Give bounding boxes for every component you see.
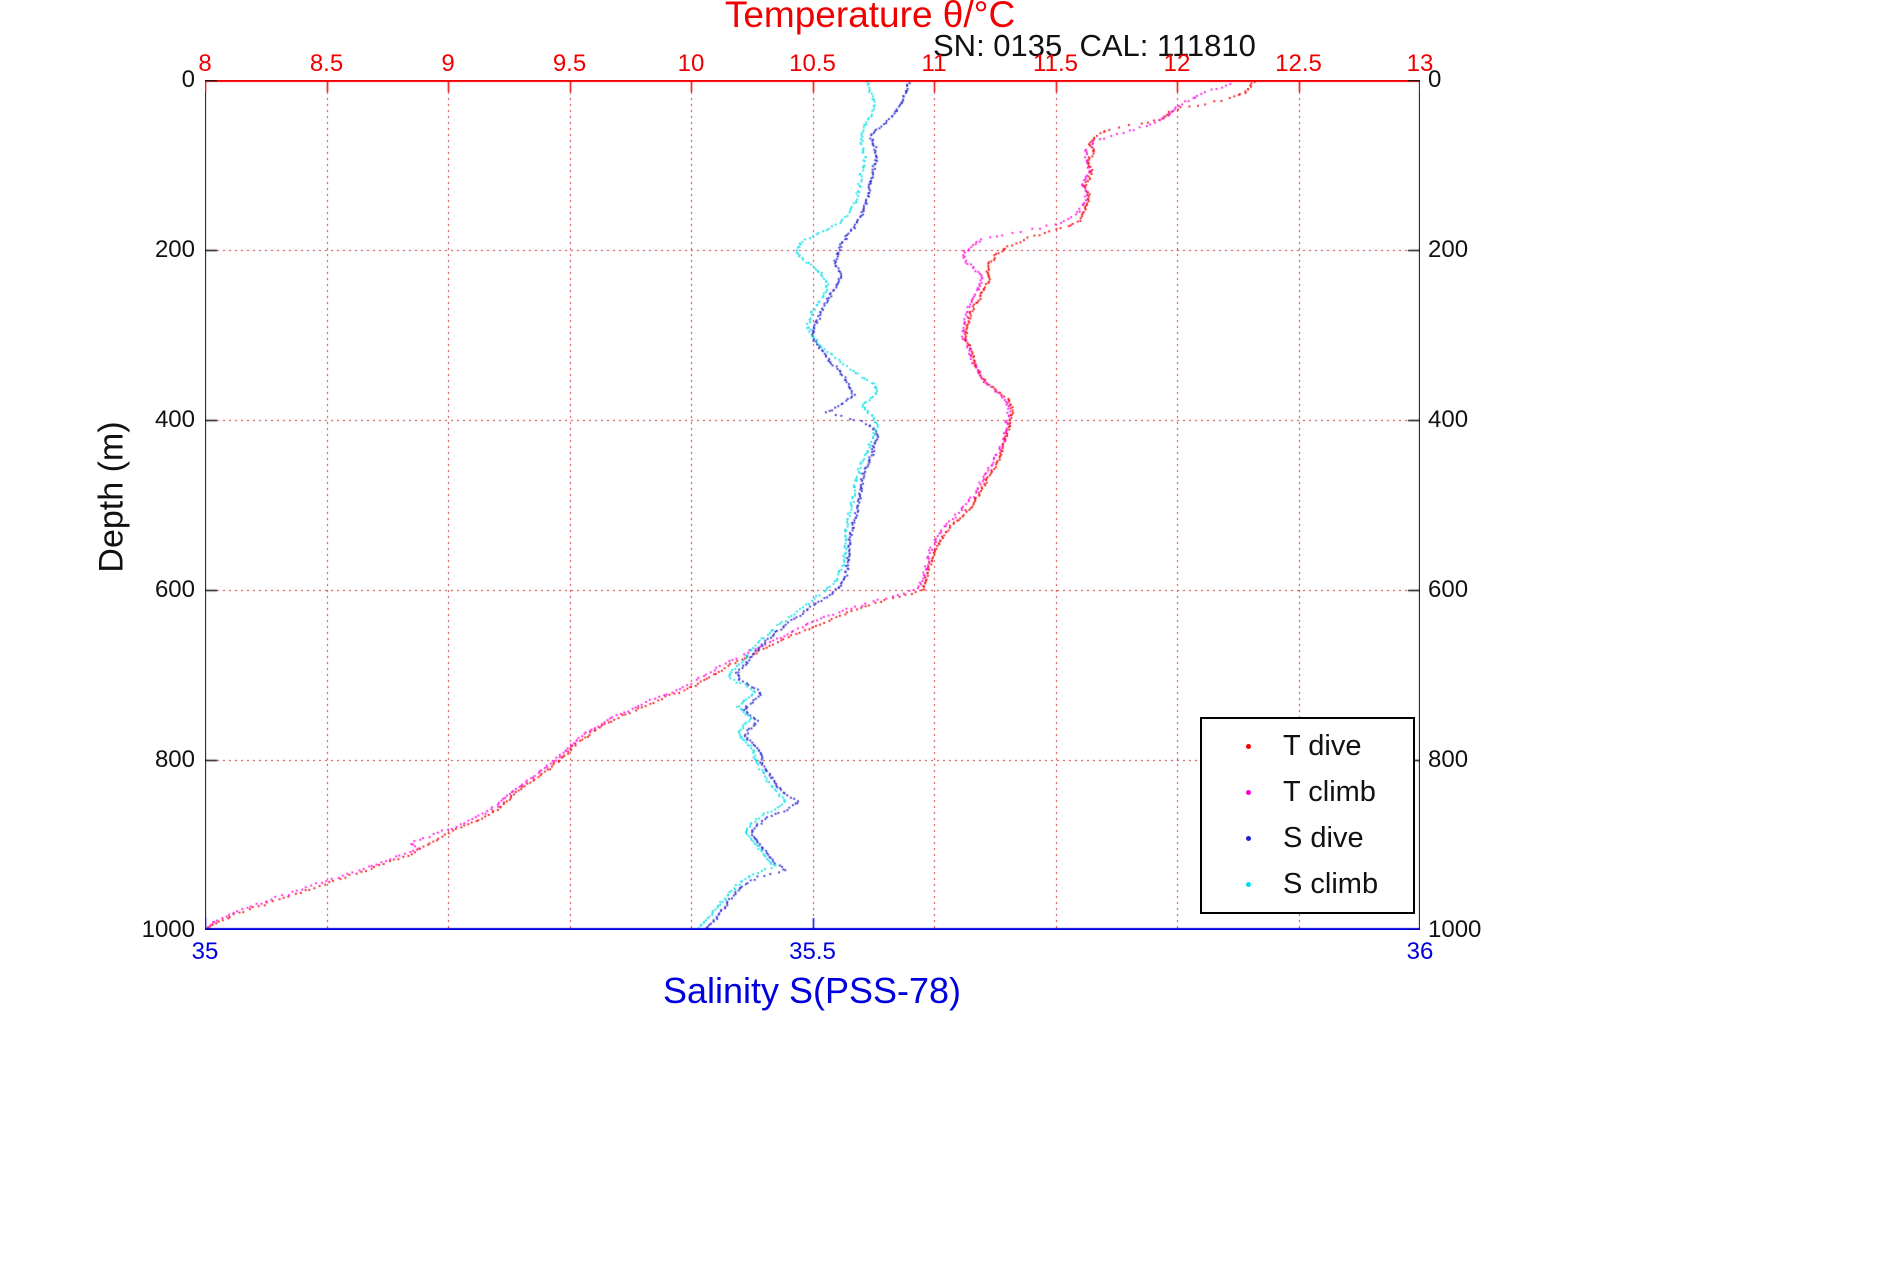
tick-label-temperature: 8	[198, 50, 212, 77]
tick-label-depth-right: 200	[1428, 236, 1469, 263]
legend-item: S climb	[1202, 863, 1413, 907]
tick-label-temperature: 10.5	[789, 50, 836, 77]
tick-label-temperature: 9	[441, 50, 455, 77]
chart-subtitle: SN: 0135 CAL: 111810	[933, 28, 1256, 63]
legend-marker-icon	[1246, 882, 1251, 888]
tick-label-temperature: 11.5	[1033, 50, 1078, 77]
tick-label-temperature: 12	[1163, 50, 1191, 77]
tick-label-temperature: 12.5	[1275, 50, 1322, 77]
tick-label-depth-right: 600	[1428, 576, 1469, 603]
tick-label-salinity: 35.5	[789, 938, 836, 965]
y-axis-label: Depth (m)	[92, 421, 131, 573]
tick-label-temperature: 9.5	[552, 50, 587, 77]
legend-marker-icon	[1246, 836, 1251, 842]
tick-label-depth-right: 800	[1428, 746, 1469, 773]
tick-label-depth-right: 1000	[1428, 916, 1482, 943]
legend-label: T climb	[1283, 775, 1376, 808]
tick-label-depth-right: 400	[1428, 406, 1469, 433]
tick-label-salinity: 35	[191, 938, 219, 965]
legend-label: T dive	[1283, 729, 1362, 762]
tick-label-temperature: 8.5	[309, 50, 344, 77]
legend-item: S dive	[1202, 817, 1413, 861]
tick-label-depth-left: 600	[154, 576, 195, 603]
tick-label-depth-right: 0	[1428, 66, 1442, 93]
legend-label: S climb	[1283, 868, 1379, 901]
legend-item: T climb	[1202, 770, 1413, 814]
x-axis-label-salinity: Salinity S(PSS-78)	[662, 970, 962, 1011]
tick-label-depth-left: 1000	[141, 916, 195, 943]
tick-label-depth-left: 200	[154, 236, 195, 263]
tick-label-temperature: 11	[921, 50, 947, 77]
tick-label-temperature: 10	[677, 50, 705, 77]
tick-label-temperature: 13	[1406, 50, 1434, 77]
tick-label-depth-left: 400	[154, 406, 195, 433]
tick-label-depth-left: 0	[181, 66, 195, 93]
legend-marker-icon	[1246, 789, 1251, 795]
legend-label: S dive	[1283, 822, 1364, 855]
chart-title: Temperature θ/°C	[724, 0, 1016, 35]
legend-item: T dive	[1202, 724, 1413, 768]
legend: T dive T climb S dive S climb	[1200, 717, 1415, 914]
legend-marker-icon	[1246, 743, 1251, 749]
tick-label-salinity: 36	[1406, 938, 1434, 965]
tick-label-depth-left: 800	[154, 746, 195, 773]
